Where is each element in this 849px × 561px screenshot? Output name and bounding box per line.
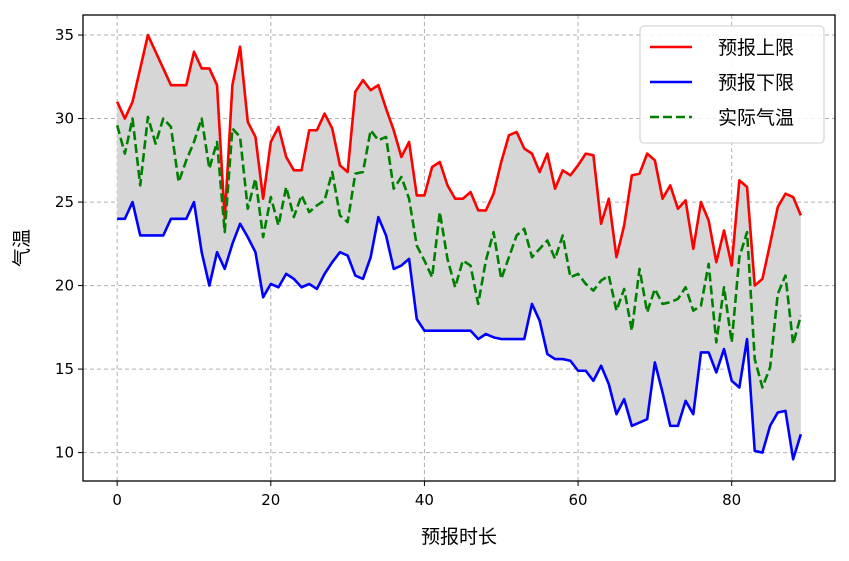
y-tick-label: 15 <box>55 360 74 378</box>
plot-frame <box>82 14 836 482</box>
fill-between-area <box>117 35 801 460</box>
y-axis-ticks: 10 15 20 25 30 35 <box>55 26 83 462</box>
y-tick-label: 35 <box>55 26 74 44</box>
y-tick-label: 10 <box>55 444 74 462</box>
x-tick-label: 0 <box>112 491 122 509</box>
series-line-预报下限 <box>117 200 803 461</box>
legend-label: 预报下限 <box>718 72 794 94</box>
y-axis-label: 气温 <box>11 229 33 267</box>
x-tick-label: 80 <box>722 491 741 509</box>
y-tick-label: 20 <box>55 277 74 295</box>
legend-box <box>639 25 825 144</box>
x-tick-label: 60 <box>569 491 588 509</box>
series-line-实际气温 <box>115 115 803 389</box>
y-tick-label: 25 <box>55 193 74 211</box>
fill-between-band <box>117 35 801 460</box>
y-tick-label: 30 <box>55 110 74 128</box>
legend-label: 实际气温 <box>718 107 794 129</box>
x-axis-label: 预报时长 <box>421 526 497 548</box>
legend-label: 预报上限 <box>718 37 794 59</box>
series-lines <box>115 33 803 461</box>
x-tick-label: 20 <box>261 491 280 509</box>
x-tick-label: 40 <box>415 491 434 509</box>
series-line-预报上限 <box>115 33 803 287</box>
x-axis-ticks: 0 20 40 60 80 <box>112 481 741 509</box>
